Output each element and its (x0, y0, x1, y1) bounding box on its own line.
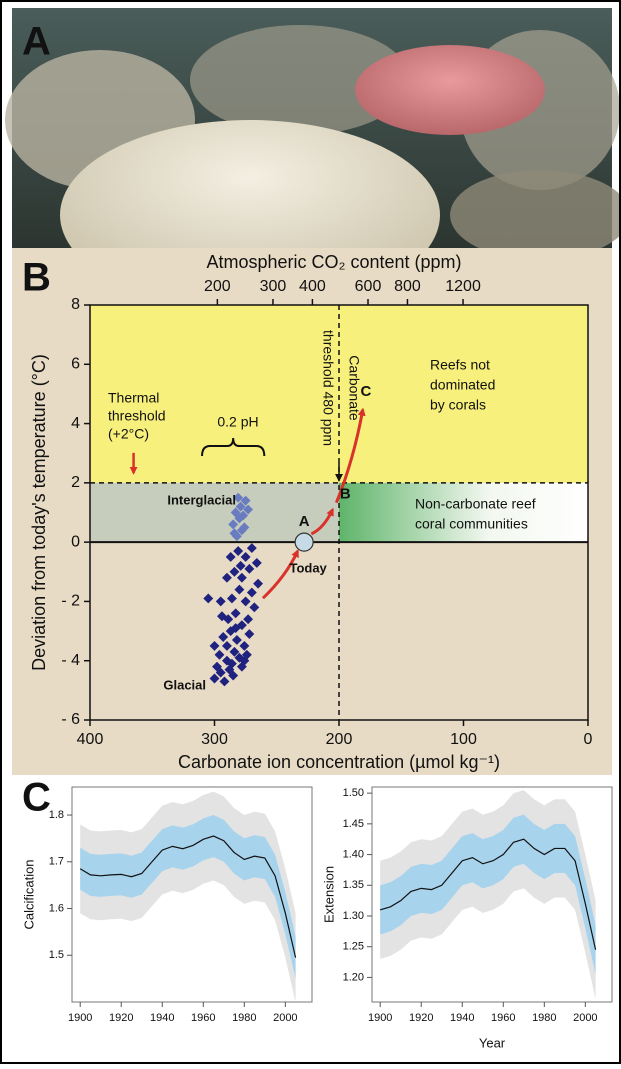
annotation: coral communities (415, 516, 528, 532)
y-tick-label: 1.40 (343, 848, 364, 860)
region-non-carbonate (339, 483, 588, 542)
x-tick-label: 200 (326, 731, 353, 748)
panel-label: A (22, 20, 51, 64)
panel-label: B (22, 256, 51, 300)
y-tick-label: 2 (71, 474, 80, 491)
annotation: Today (289, 561, 327, 576)
y-axis-label: Extension (321, 866, 336, 923)
annotation: (+2°C) (108, 426, 149, 442)
y-tick-label: 6 (71, 356, 80, 373)
x-tick-label: 2000 (273, 1012, 297, 1024)
y-tick-label: 1.25 (343, 941, 364, 953)
state-label: A (299, 513, 310, 530)
annotation: Non-carbonate reef (415, 496, 536, 512)
series-label: Glacial (163, 677, 206, 692)
today-marker (295, 533, 313, 551)
annotation: threshold 480 ppm (320, 330, 336, 446)
annotation: Reefs not (430, 357, 490, 373)
x-tick-label: 1900 (68, 1012, 92, 1024)
x-tick-label: 1980 (532, 1012, 556, 1024)
state-label: B (340, 486, 351, 503)
y-tick-label: 1.7 (49, 856, 64, 868)
x2-tick-label: 600 (355, 278, 382, 295)
y-tick-label: 1.50 (343, 787, 364, 799)
annotation: threshold (108, 408, 166, 424)
x2-tick-label: 400 (299, 278, 326, 295)
annotation: by corals (430, 397, 486, 413)
y-tick-label: - 4 (61, 652, 80, 669)
y-tick-label: 1.6 (49, 902, 64, 914)
x-tick-label: 1960 (491, 1012, 515, 1024)
panel-label: C (22, 776, 51, 820)
x-tick-label: 100 (450, 731, 477, 748)
y-tick-label: 1.45 (343, 818, 364, 830)
x-tick-label: 1920 (109, 1012, 133, 1024)
y-tick-label: - 2 (61, 593, 80, 610)
y-tick-label: 1.8 (49, 809, 64, 821)
series-label: Interglacial (167, 492, 236, 507)
x2-tick-label: 300 (260, 278, 287, 295)
x-tick-label: 400 (77, 731, 104, 748)
x-axis-label: Year (479, 1035, 506, 1050)
y-tick-label: 4 (71, 415, 80, 432)
x2-axis-label: Atmospheric CO₂ content (ppm) (206, 252, 461, 272)
x-tick-label: 1960 (191, 1012, 215, 1024)
annotation: 0.2 pH (217, 414, 258, 430)
figure: A B C - 6 - 4 - 2 0 2 4 6 8 400 300 200 100 0 200 300 400 6… (0, 0, 621, 1064)
x-tick-label: 1900 (368, 1012, 392, 1024)
y-tick-label: 8 (71, 296, 80, 313)
y-tick-label: 0 (71, 533, 80, 550)
x-tick-label: 2000 (573, 1012, 597, 1024)
x-tick-label: 0 (584, 731, 593, 748)
y-tick-label: 1.20 (343, 971, 364, 983)
x2-tick-label: 800 (394, 278, 421, 295)
y-tick-label: 1.30 (343, 910, 364, 922)
annotation: Thermal (108, 390, 159, 406)
annotation: Carbonate (346, 355, 362, 421)
y-tick-label: 1.5 (49, 949, 64, 961)
x-tick-label: 1920 (409, 1012, 433, 1024)
y-tick-label: 1.35 (343, 879, 364, 891)
annotation: dominated (430, 377, 495, 393)
y-axis-label: Deviation from today's temperature (°C) (29, 354, 49, 671)
y-axis-label: Calcification (21, 859, 36, 929)
x-tick-label: 300 (201, 731, 228, 748)
x2-tick-label: 200 (204, 278, 231, 295)
x2-tick-label: 1200 (445, 278, 481, 295)
x-axis-label: Carbonate ion concentration (µmol kg⁻¹) (178, 752, 500, 772)
x-tick-label: 1980 (232, 1012, 256, 1024)
y-tick-label: - 6 (61, 711, 80, 728)
region-reefs-not-dominated (90, 305, 588, 483)
x-tick-label: 1940 (450, 1012, 474, 1024)
x-tick-label: 1940 (150, 1012, 174, 1024)
